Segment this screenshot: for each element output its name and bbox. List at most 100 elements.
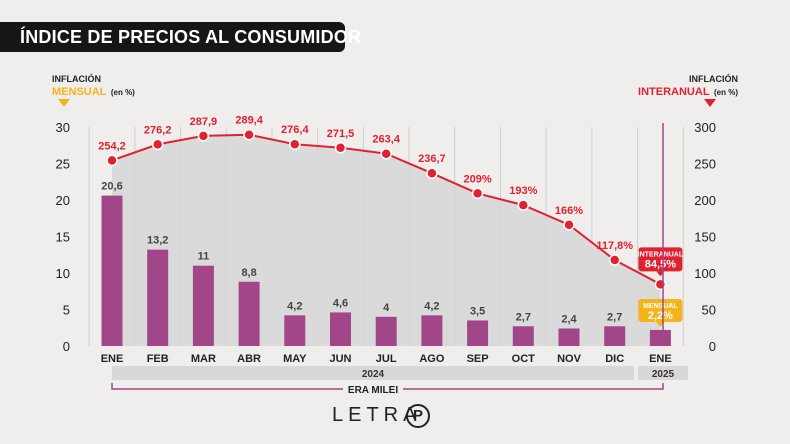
interanual-point <box>654 278 667 291</box>
right-axis-tick-label: 150 <box>694 230 716 245</box>
x-axis-category-label: MAR <box>191 353 216 365</box>
interanual-point <box>517 199 530 211</box>
bar-data-label: 20,6 <box>101 181 122 193</box>
right-axis-legend-unit: (en %) <box>714 88 738 97</box>
bar-data-label: 13,2 <box>147 235 168 247</box>
left-axis-tick-label: 5 <box>63 303 70 318</box>
line-data-label: 263,4 <box>372 134 400 146</box>
year-band-2024 <box>112 366 634 380</box>
bar-mensual <box>147 249 169 346</box>
line-data-label: 287,9 <box>190 116 218 128</box>
right-axis-legend-line1: INFLACIÓN <box>689 74 738 84</box>
bar-data-label: 4,2 <box>424 300 439 312</box>
x-axis-category-label: JUN <box>329 353 351 365</box>
interanual-point <box>151 138 164 151</box>
interanual-point <box>243 128 255 141</box>
right-axis-legend-line2: INTERANUAL <box>638 86 710 98</box>
bar-mensual <box>467 320 489 346</box>
left-axis-tick-label: 30 <box>56 120 70 135</box>
left-axis-tick-label: 20 <box>56 193 70 208</box>
right-axis-tick-label: 200 <box>694 193 716 208</box>
bar-data-label: 8,8 <box>241 267 256 279</box>
line-data-label: 276,2 <box>144 124 172 136</box>
bar-mensual <box>649 329 671 346</box>
bar-mensual <box>192 265 214 346</box>
x-axis-category-label: SEP <box>467 353 489 365</box>
line-data-label: 117,8% <box>596 240 633 252</box>
x-axis-category-label: ENE <box>101 353 124 365</box>
left-axis-tick-label: 15 <box>56 230 70 245</box>
bar-mensual <box>604 326 626 346</box>
bar-mensual <box>512 326 534 346</box>
left-axis-tick-label: 0 <box>63 339 70 354</box>
mensual-callout-label: MENSUAL <box>643 303 678 310</box>
x-axis-category-label: NOV <box>557 353 582 365</box>
left-legend-triangle-icon <box>58 99 70 107</box>
title-bar: ÍNDICE DE PRECIOS AL CONSUMIDOR <box>0 22 361 52</box>
bar-mensual <box>375 316 397 346</box>
interanual-callout-value: 84,5% <box>645 258 676 270</box>
interanual-point <box>380 147 392 160</box>
left-axis-tick-label: 10 <box>56 266 70 281</box>
left-axis-tick-label: 25 <box>56 157 70 172</box>
interanual-callout-box <box>638 247 683 272</box>
bar-mensual <box>284 315 306 346</box>
x-axis-category-label: OCT <box>512 353 536 365</box>
bar-data-label: 4 <box>383 302 390 314</box>
mensual-callout-value: 2,2% <box>648 310 673 322</box>
bar-data-label: 4,2 <box>287 300 302 312</box>
interanual-callout-label: INTERANUAL <box>638 251 684 258</box>
bar-data-label: 11 <box>198 251 210 263</box>
right-axis-tick-label: 100 <box>694 266 716 281</box>
bar-mensual <box>330 312 351 346</box>
bar-data-label: 2,7 <box>607 311 622 323</box>
line-data-label: 289,4 <box>235 115 263 127</box>
left-axis-legend: INFLACIÓN MENSUAL (en %) <box>52 73 135 99</box>
bar-data-label: 4,6 <box>333 297 348 309</box>
line-data-label: 209% <box>464 173 492 185</box>
bar-data-label: 3,5 <box>470 305 485 317</box>
bar-data-label: 2,7 <box>516 311 531 323</box>
bar-mensual <box>558 328 580 346</box>
line-data-label: 254,2 <box>98 140 126 152</box>
chart-title: ÍNDICE DE PRECIOS AL CONSUMIDOR <box>20 27 362 47</box>
x-axis-category-label: ABR <box>237 353 261 365</box>
interanual-point <box>106 154 118 167</box>
line-data-label: 193% <box>509 185 537 197</box>
right-legend-triangle-icon <box>704 99 716 107</box>
logo-p-icon: P <box>406 404 430 428</box>
mensual-callout-box <box>638 298 683 322</box>
right-axis-legend: INFLACIÓN INTERANUAL (en %) <box>638 73 738 99</box>
x-axis-category-label: MAY <box>283 353 307 365</box>
line-data-label: 276,4 <box>281 124 309 136</box>
left-axis-legend-line1: INFLACIÓN <box>52 74 101 84</box>
interanual-point <box>426 167 438 179</box>
bar-mensual <box>238 281 260 346</box>
year-band-2025 <box>638 366 688 380</box>
interanual-point <box>197 130 210 142</box>
interanual-point <box>334 142 347 154</box>
right-axis-tick-label: 250 <box>694 157 716 172</box>
left-axis-legend-unit: (en %) <box>110 88 135 97</box>
interanual-point <box>608 254 621 266</box>
year-label-2024: 2024 <box>362 369 385 380</box>
era-bracket <box>111 383 664 390</box>
bar-data-label: 2,4 <box>561 313 577 325</box>
right-axis-tick-label: 300 <box>694 120 716 135</box>
x-axis-category-label: AGO <box>419 353 445 365</box>
x-axis-category-label: DIC <box>605 353 624 365</box>
interanual-point <box>471 187 484 200</box>
interanual-point <box>289 138 301 150</box>
year-label-2025: 2025 <box>652 369 675 380</box>
right-axis-tick-label: 0 <box>709 339 716 354</box>
left-axis-legend-line2: MENSUAL <box>52 86 107 98</box>
line-data-label: 166% <box>555 205 583 217</box>
x-axis-category-label: ENE <box>649 353 672 365</box>
line-data-label: 236,7 <box>418 153 446 165</box>
x-axis-category-label: JUL <box>376 353 397 365</box>
interanual-point <box>563 219 575 231</box>
bar-mensual <box>421 315 443 346</box>
bar-mensual <box>101 195 123 346</box>
logo-text: LETRA <box>332 404 422 426</box>
